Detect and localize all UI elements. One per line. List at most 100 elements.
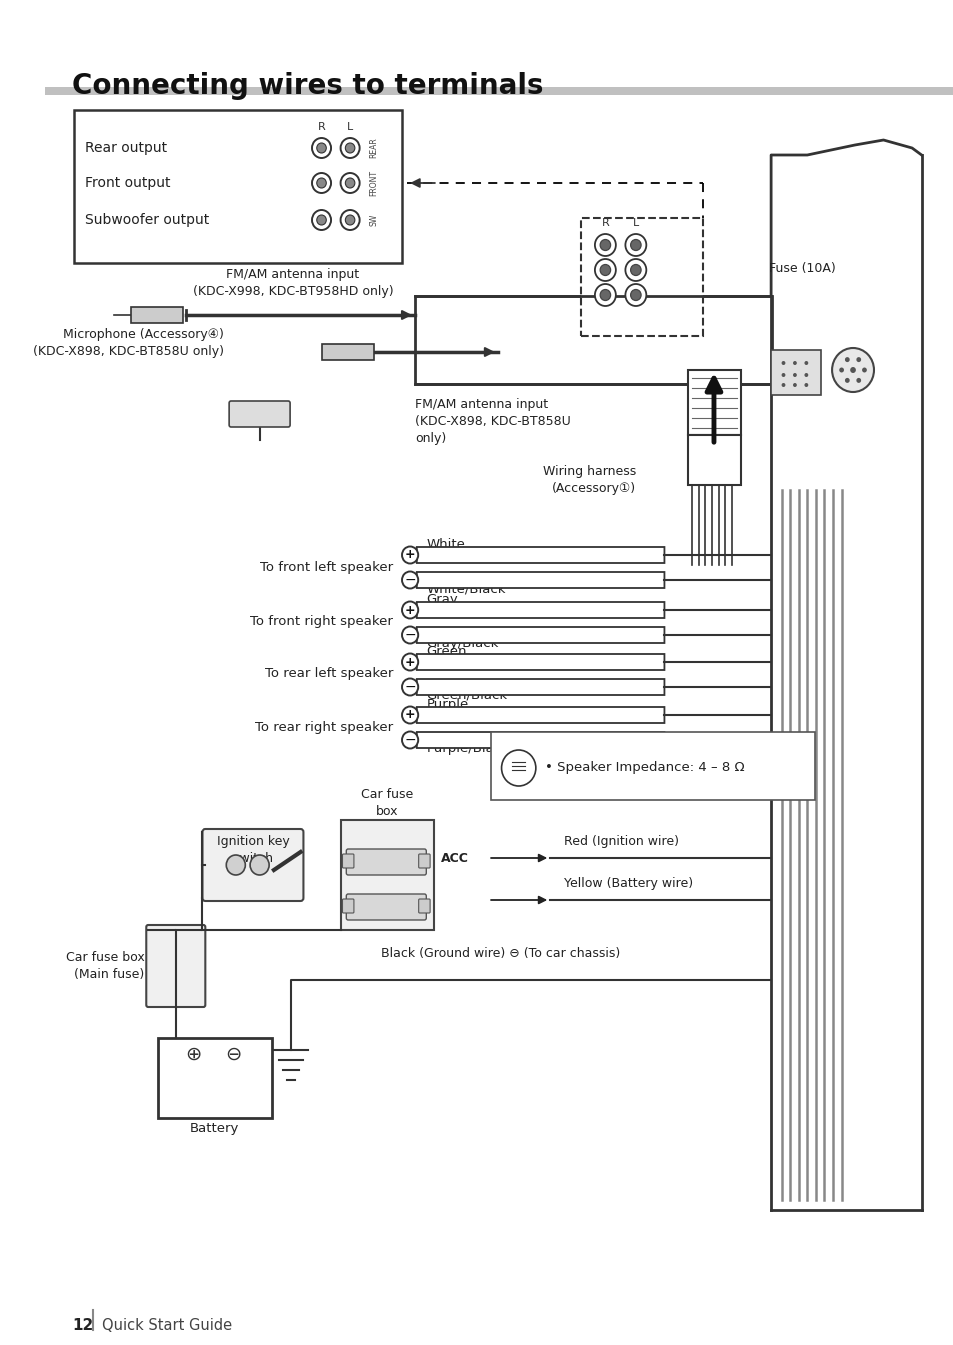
FancyBboxPatch shape (418, 898, 430, 913)
Circle shape (312, 210, 331, 230)
Text: Green: Green (426, 646, 466, 658)
Circle shape (844, 358, 849, 362)
Text: L: L (632, 218, 639, 229)
Circle shape (803, 383, 807, 387)
Circle shape (595, 284, 616, 307)
Circle shape (345, 143, 355, 153)
Bar (73, 110, 402, 264)
FancyBboxPatch shape (346, 894, 426, 920)
Text: −: − (404, 681, 416, 694)
Circle shape (844, 378, 849, 383)
Text: Rear output: Rear output (85, 141, 168, 155)
Text: −: − (404, 573, 416, 586)
Circle shape (316, 178, 326, 188)
Text: +: + (404, 709, 415, 721)
Circle shape (312, 174, 331, 192)
Circle shape (401, 706, 417, 724)
Circle shape (401, 654, 417, 671)
Circle shape (316, 143, 326, 153)
Circle shape (792, 360, 796, 364)
FancyBboxPatch shape (342, 898, 354, 913)
FancyBboxPatch shape (416, 547, 663, 564)
Text: +: + (404, 655, 415, 668)
FancyBboxPatch shape (342, 854, 354, 868)
FancyBboxPatch shape (416, 732, 663, 748)
Text: Front output: Front output (85, 176, 171, 190)
Circle shape (226, 855, 245, 876)
Bar (321, 344, 374, 360)
Circle shape (401, 572, 417, 589)
FancyBboxPatch shape (416, 627, 663, 643)
Text: Fuse (10A): Fuse (10A) (768, 262, 835, 274)
Circle shape (781, 360, 784, 364)
Circle shape (803, 373, 807, 377)
Bar (415, 296, 771, 385)
Text: Car fuse box
(Main fuse): Car fuse box (Main fuse) (66, 951, 144, 981)
FancyBboxPatch shape (416, 654, 663, 670)
Text: FM/AM antenna input
(KDC-X898, KDC-BT858U
only): FM/AM antenna input (KDC-X898, KDC-BT858… (415, 398, 570, 445)
Circle shape (625, 260, 646, 281)
Circle shape (599, 289, 610, 300)
FancyBboxPatch shape (229, 401, 290, 426)
Text: ⊕: ⊕ (185, 1045, 201, 1064)
Circle shape (345, 178, 355, 188)
FancyBboxPatch shape (346, 849, 426, 876)
FancyBboxPatch shape (202, 829, 303, 901)
Text: Green/Black: Green/Black (426, 689, 507, 702)
Circle shape (856, 378, 861, 383)
Text: Wiring harness
(Accessory①): Wiring harness (Accessory①) (542, 465, 636, 495)
Text: Battery: Battery (190, 1122, 239, 1135)
Circle shape (781, 383, 784, 387)
Text: ⊖: ⊖ (226, 1045, 242, 1064)
Text: −: − (404, 733, 416, 746)
Circle shape (862, 367, 866, 373)
Text: Gray/Black: Gray/Black (426, 638, 498, 650)
Text: L: L (347, 122, 353, 132)
Bar (687, 370, 740, 434)
Text: REAR: REAR (369, 137, 377, 159)
Text: Microphone (Accessory④)
(KDC-X898, KDC-BT858U only): Microphone (Accessory④) (KDC-X898, KDC-B… (33, 328, 224, 358)
Circle shape (401, 627, 417, 643)
Bar (340, 820, 434, 929)
Text: To rear right speaker: To rear right speaker (254, 721, 393, 733)
Circle shape (831, 348, 873, 391)
Circle shape (250, 855, 269, 876)
Text: Gray: Gray (426, 593, 457, 607)
Circle shape (630, 289, 640, 300)
FancyBboxPatch shape (416, 572, 663, 588)
Circle shape (401, 732, 417, 749)
Circle shape (401, 601, 417, 619)
Text: Connecting wires to terminals: Connecting wires to terminals (71, 73, 543, 100)
Text: R: R (317, 122, 325, 132)
Circle shape (792, 383, 796, 387)
Circle shape (625, 234, 646, 256)
Circle shape (595, 234, 616, 256)
FancyBboxPatch shape (418, 854, 430, 868)
Text: Black (Ground wire) ⊖ (To car chassis): Black (Ground wire) ⊖ (To car chassis) (380, 947, 619, 960)
Text: • Speaker Impedance: 4 – 8 Ω: • Speaker Impedance: 4 – 8 Ω (545, 761, 744, 775)
Text: To rear left speaker: To rear left speaker (264, 667, 393, 681)
Text: +: + (404, 604, 415, 616)
Text: Purple/Black: Purple/Black (426, 742, 509, 755)
Bar (491, 732, 814, 800)
Circle shape (340, 210, 359, 230)
Circle shape (340, 139, 359, 157)
Bar (157, 1038, 272, 1118)
Circle shape (781, 373, 784, 377)
Text: −: − (404, 628, 416, 642)
Bar (770, 350, 820, 395)
Circle shape (501, 751, 536, 785)
Text: SW: SW (369, 214, 377, 226)
Text: White: White (426, 538, 465, 551)
Circle shape (595, 260, 616, 281)
Text: Purple: Purple (426, 698, 468, 712)
Circle shape (599, 239, 610, 250)
Text: R: R (601, 218, 609, 229)
Circle shape (625, 284, 646, 307)
Text: Red (Ignition wire): Red (Ignition wire) (564, 835, 679, 847)
Circle shape (803, 360, 807, 364)
Circle shape (316, 215, 326, 225)
Text: To front right speaker: To front right speaker (250, 616, 393, 628)
Circle shape (401, 678, 417, 695)
Text: Subwoofer output: Subwoofer output (85, 213, 210, 227)
